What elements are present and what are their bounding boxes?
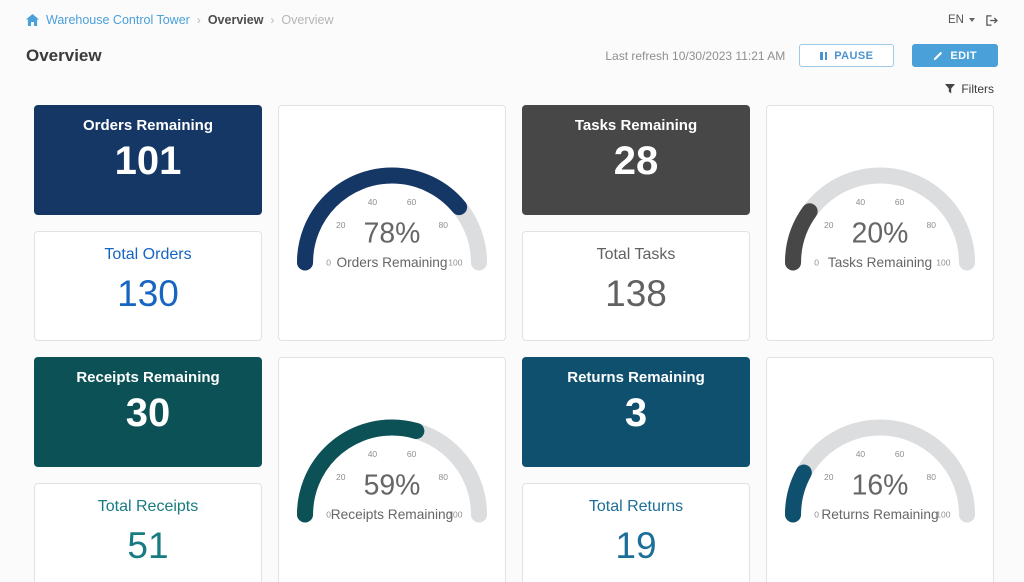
pencil-icon	[933, 51, 943, 61]
receipts-gauge-card: 0 20 40 60 80 100 59% Receipts Remaining	[278, 357, 506, 582]
gauge-tick-label: 20	[336, 220, 346, 230]
total-returns-card: Total Returns 19	[522, 483, 750, 582]
tasks-remaining-label: Tasks Remaining	[574, 117, 698, 134]
total-returns-label: Total Returns	[588, 498, 684, 515]
breadcrumb-separator: ›	[196, 13, 201, 27]
gauge-tick-label: 40	[368, 197, 378, 207]
returns-remaining-value: 3	[624, 391, 648, 435]
gauge-tick-label: 40	[856, 197, 866, 207]
gauge-tick-label: 100	[448, 257, 462, 267]
home-icon[interactable]	[26, 14, 39, 26]
orders-remaining-value: 101	[114, 139, 182, 183]
gauge-tick-label: 20	[824, 472, 834, 482]
dashboard-grid: Orders Remaining 101 Total Orders 130 0 2…	[34, 105, 994, 582]
receipts-remaining-label: Receipts Remaining	[76, 369, 220, 386]
gauge-label: Receipts Remaining	[331, 507, 454, 522]
gauge-fill	[784, 167, 976, 271]
breadcrumb: Warehouse Control Tower › Overview › Ove…	[26, 13, 334, 27]
orders-stack: Orders Remaining 101 Total Orders 130	[34, 105, 262, 341]
top-right-controls: EN	[948, 14, 998, 26]
gauge-tick-label: 40	[856, 449, 866, 459]
receipts-stack: Receipts Remaining 30 Total Receipts 51	[34, 357, 262, 582]
gauge-tick-label: 80	[927, 472, 937, 482]
gauge-tick-label: 60	[895, 197, 905, 207]
edit-button[interactable]: EDIT	[912, 44, 998, 67]
total-receipts-value: 51	[127, 525, 169, 566]
gauge-value: 59%	[364, 470, 421, 502]
orders-remaining-card: Orders Remaining 101	[34, 105, 262, 215]
tasks-remaining-value: 28	[613, 139, 659, 183]
returns-remaining-label: Returns Remaining	[567, 369, 705, 386]
chevron-down-icon	[969, 18, 975, 22]
top-bar: Warehouse Control Tower › Overview › Ove…	[0, 0, 1024, 27]
gauge-tick-label: 100	[936, 509, 950, 519]
gauge-tick-label: 80	[439, 220, 449, 230]
gauge-value: 16%	[852, 470, 909, 502]
gauge-tick-label: 60	[895, 449, 905, 459]
gauge-label: Orders Remaining	[336, 255, 447, 270]
tasks-stack: Tasks Remaining 28 Total Tasks 138	[522, 105, 750, 341]
total-tasks-label: Total Tasks	[596, 246, 676, 263]
gauge-value: 20%	[852, 218, 909, 250]
title-actions: Last refresh 10/30/2023 11:21 AM PAUSE E…	[605, 44, 998, 67]
gauge-fill	[296, 167, 488, 271]
gauge-tick-label: 100	[448, 509, 462, 519]
gauge-tick-label: 80	[439, 472, 449, 482]
receipts-remaining-card: Receipts Remaining 30	[34, 357, 262, 467]
gauge-tick-label: 0	[326, 509, 331, 519]
pause-button[interactable]: PAUSE	[799, 44, 895, 67]
pause-button-label: PAUSE	[834, 49, 874, 62]
breadcrumb-separator: ›	[270, 13, 275, 27]
title-row: Overview Last refresh 10/30/2023 11:21 A…	[0, 27, 1024, 67]
gauge-tick-label: 100	[936, 257, 950, 267]
breadcrumb-item-overview-page: Overview	[281, 13, 334, 27]
gauge-tick-label: 60	[407, 197, 417, 207]
total-orders-value: 130	[117, 273, 179, 314]
breadcrumb-item-overview[interactable]: Overview	[207, 13, 264, 27]
returns-remaining-card: Returns Remaining 3	[522, 357, 750, 467]
gauge-value: 78%	[364, 218, 421, 250]
total-tasks-value: 138	[605, 273, 667, 314]
gauge-fill	[784, 419, 976, 523]
returns-gauge-card: 0 20 40 60 80 100 16% Returns Remaining	[766, 357, 994, 582]
last-refresh-text: Last refresh 10/30/2023 11:21 AM	[605, 48, 786, 63]
filters-row: Filters	[0, 67, 1024, 105]
gauge-label: Returns Remaining	[821, 507, 938, 522]
total-tasks-card: Total Tasks 138	[522, 231, 750, 341]
receipts-gauge: 0 20 40 60 80 100 59% Receipts Remaining	[288, 408, 496, 539]
tasks-remaining-card: Tasks Remaining 28	[522, 105, 750, 215]
gauge-tick-label: 0	[814, 257, 819, 267]
tasks-gauge-card: 0 20 40 60 80 100 20% Tasks Remaining	[766, 105, 994, 341]
tasks-gauge: 0 20 40 60 80 100 20% Tasks Remaining	[776, 156, 984, 287]
returns-gauge: 0 20 40 60 80 100 16% Returns Remaining	[776, 408, 984, 539]
receipts-remaining-value: 30	[125, 391, 171, 435]
returns-stack: Returns Remaining 3 Total Returns 19	[522, 357, 750, 582]
gauge-fill	[296, 419, 488, 523]
orders-gauge-card: 0 20 40 60 80 100 78% Orders Remaining	[278, 105, 506, 341]
funnel-icon	[945, 84, 956, 94]
gauge-tick-label: 0	[326, 257, 331, 267]
filters-button[interactable]: Filters	[961, 82, 994, 96]
page-title: Overview	[26, 45, 102, 65]
gauge-tick-label: 40	[368, 449, 378, 459]
breadcrumb-root-link[interactable]: Warehouse Control Tower	[46, 13, 190, 27]
language-selector[interactable]: EN	[948, 14, 975, 26]
total-orders-card: Total Orders 130	[34, 231, 262, 341]
logout-icon[interactable]	[985, 14, 998, 26]
edit-button-label: EDIT	[950, 49, 977, 62]
gauge-label: Tasks Remaining	[828, 255, 932, 270]
gauge-tick-label: 0	[814, 509, 819, 519]
total-returns-value: 19	[615, 525, 657, 566]
total-receipts-card: Total Receipts 51	[34, 483, 262, 582]
orders-remaining-label: Orders Remaining	[82, 117, 214, 134]
gauge-tick-label: 20	[336, 472, 346, 482]
total-orders-label: Total Orders	[104, 246, 192, 263]
pause-icon	[820, 51, 828, 60]
gauge-tick-label: 20	[824, 220, 834, 230]
orders-gauge: 0 20 40 60 80 100 78% Orders Remaining	[288, 156, 496, 287]
gauge-tick-label: 60	[407, 449, 417, 459]
total-receipts-label: Total Receipts	[97, 498, 199, 515]
gauge-tick-label: 80	[927, 220, 937, 230]
language-label: EN	[948, 14, 964, 26]
